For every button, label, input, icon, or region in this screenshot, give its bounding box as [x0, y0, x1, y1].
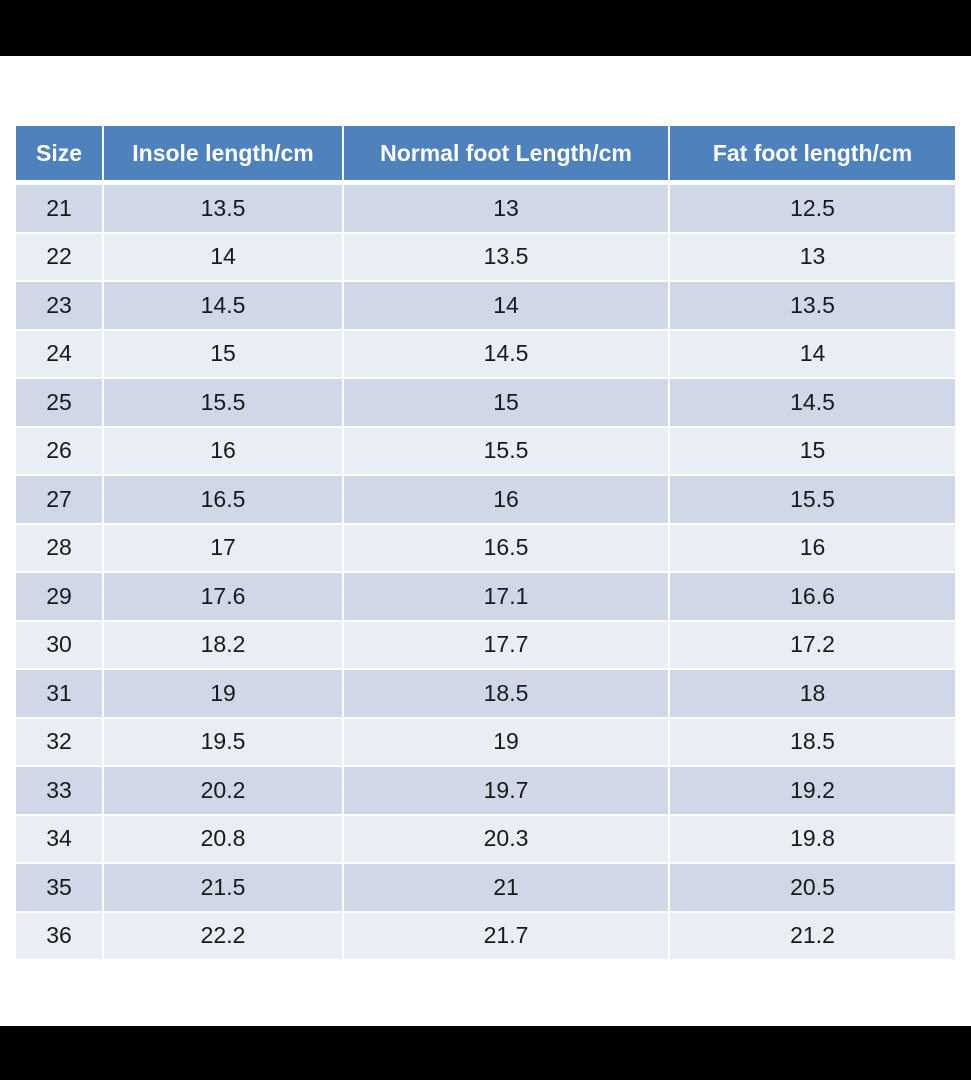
cell-fat-foot-length: 13: [668, 231, 955, 280]
cell-insole-length: 21.5: [102, 862, 342, 911]
table-header-row: Size Insole length/cm Normal foot Length…: [16, 126, 955, 183]
cell-insole-length: 15: [102, 328, 342, 377]
cell-size: 29: [16, 571, 102, 620]
cell-size: 21: [16, 183, 102, 232]
cell-size: 27: [16, 474, 102, 523]
table-row: 31 19 18.5 18: [16, 668, 955, 717]
cell-insole-length: 20.2: [102, 765, 342, 814]
cell-size: 34: [16, 813, 102, 862]
cell-normal-foot-length: 17.1: [342, 571, 668, 620]
cell-insole-length: 13.5: [102, 183, 342, 232]
table-row: 27 16.5 16 15.5: [16, 474, 955, 523]
cell-insole-length: 14.5: [102, 280, 342, 329]
cell-fat-foot-length: 21.2: [668, 910, 955, 959]
table-body: 21 13.5 13 12.5 22 14 13.5 13 23 14.5 14 13.5 24 15 14…: [16, 183, 955, 959]
cell-normal-foot-length: 21: [342, 862, 668, 911]
cell-fat-foot-length: 20.5: [668, 862, 955, 911]
cell-normal-foot-length: 18.5: [342, 668, 668, 717]
cell-normal-foot-length: 16.5: [342, 522, 668, 571]
cell-size: 24: [16, 328, 102, 377]
cell-normal-foot-length: 17.7: [342, 619, 668, 668]
cell-fat-foot-length: 16: [668, 522, 955, 571]
table-row: 24 15 14.5 14: [16, 328, 955, 377]
cell-fat-foot-length: 13.5: [668, 280, 955, 329]
cell-normal-foot-length: 20.3: [342, 813, 668, 862]
cell-fat-foot-length: 18.5: [668, 716, 955, 765]
table-row: 29 17.6 17.1 16.6: [16, 571, 955, 620]
cell-size: 33: [16, 765, 102, 814]
cell-insole-length: 14: [102, 231, 342, 280]
cell-fat-foot-length: 14.5: [668, 377, 955, 426]
cell-fat-foot-length: 14: [668, 328, 955, 377]
table-row: 21 13.5 13 12.5: [16, 183, 955, 232]
cell-fat-foot-length: 12.5: [668, 183, 955, 232]
table-row: 34 20.8 20.3 19.8: [16, 813, 955, 862]
cell-size: 35: [16, 862, 102, 911]
cell-fat-foot-length: 18: [668, 668, 955, 717]
cell-insole-length: 18.2: [102, 619, 342, 668]
size-chart-table: Size Insole length/cm Normal foot Length…: [16, 126, 955, 959]
cell-insole-length: 15.5: [102, 377, 342, 426]
cell-normal-foot-length: 19.7: [342, 765, 668, 814]
cell-size: 25: [16, 377, 102, 426]
cell-size: 28: [16, 522, 102, 571]
cell-normal-foot-length: 19: [342, 716, 668, 765]
cell-size: 36: [16, 910, 102, 959]
cell-insole-length: 22.2: [102, 910, 342, 959]
cell-normal-foot-length: 13.5: [342, 231, 668, 280]
letterbox-top: [0, 0, 971, 56]
cell-normal-foot-length: 15.5: [342, 425, 668, 474]
cell-insole-length: 20.8: [102, 813, 342, 862]
header-normal-foot-length: Normal foot Length/cm: [342, 126, 668, 183]
table-row: 23 14.5 14 13.5: [16, 280, 955, 329]
table-row: 30 18.2 17.7 17.2: [16, 619, 955, 668]
cell-size: 31: [16, 668, 102, 717]
table-row: 25 15.5 15 14.5: [16, 377, 955, 426]
cell-insole-length: 17: [102, 522, 342, 571]
header-fat-foot-length: Fat foot length/cm: [668, 126, 955, 183]
header-size: Size: [16, 126, 102, 183]
cell-normal-foot-length: 15: [342, 377, 668, 426]
cell-normal-foot-length: 14.5: [342, 328, 668, 377]
cell-normal-foot-length: 14: [342, 280, 668, 329]
cell-insole-length: 16.5: [102, 474, 342, 523]
table-row: 32 19.5 19 18.5: [16, 716, 955, 765]
table-row: 36 22.2 21.7 21.2: [16, 910, 955, 959]
cell-fat-foot-length: 17.2: [668, 619, 955, 668]
table-row: 22 14 13.5 13: [16, 231, 955, 280]
letterbox-bottom: [0, 1026, 971, 1080]
table-row: 26 16 15.5 15: [16, 425, 955, 474]
cell-insole-length: 16: [102, 425, 342, 474]
cell-fat-foot-length: 15.5: [668, 474, 955, 523]
cell-size: 23: [16, 280, 102, 329]
table-row: 28 17 16.5 16: [16, 522, 955, 571]
cell-normal-foot-length: 13: [342, 183, 668, 232]
cell-size: 30: [16, 619, 102, 668]
cell-fat-foot-length: 19.8: [668, 813, 955, 862]
cell-size: 22: [16, 231, 102, 280]
cell-fat-foot-length: 16.6: [668, 571, 955, 620]
header-insole-length: Insole length/cm: [102, 126, 342, 183]
cell-insole-length: 19: [102, 668, 342, 717]
cell-insole-length: 19.5: [102, 716, 342, 765]
cell-normal-foot-length: 16: [342, 474, 668, 523]
cell-size: 26: [16, 425, 102, 474]
table-row: 35 21.5 21 20.5: [16, 862, 955, 911]
cell-fat-foot-length: 19.2: [668, 765, 955, 814]
cell-size: 32: [16, 716, 102, 765]
cell-normal-foot-length: 21.7: [342, 910, 668, 959]
cell-insole-length: 17.6: [102, 571, 342, 620]
table-row: 33 20.2 19.7 19.2: [16, 765, 955, 814]
cell-fat-foot-length: 15: [668, 425, 955, 474]
